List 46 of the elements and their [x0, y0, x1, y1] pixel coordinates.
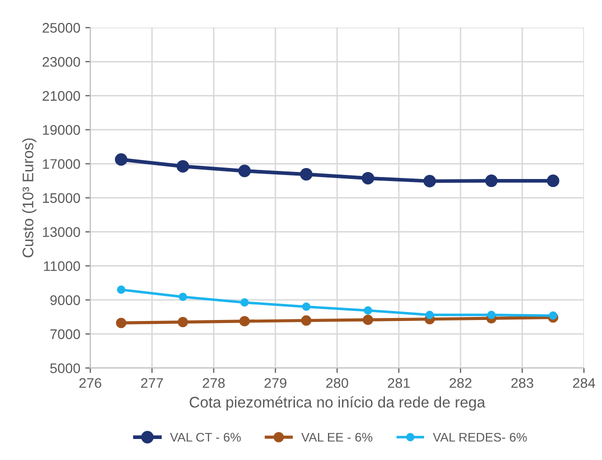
- x-tick-label: 283: [511, 378, 534, 388]
- legend-label: VAL REDES- 6%: [432, 432, 527, 442]
- point: [178, 316, 188, 328]
- x-axis-title: Cota piezométrica no início da rede de rega: [190, 396, 486, 411]
- point: [116, 318, 126, 328]
- point: [487, 310, 496, 320]
- x-tick-label: 281: [388, 378, 410, 388]
- x-tick-label: 284: [573, 378, 596, 388]
- y-tick-label: 7000: [50, 329, 80, 340]
- y-axis-title: Custo (10³ Euros): [22, 138, 36, 258]
- y-tick-label: 13000: [43, 227, 80, 238]
- point: [362, 314, 374, 326]
- x-tick-label: 282: [450, 378, 472, 388]
- point: [362, 172, 374, 184]
- point: [238, 164, 251, 178]
- point: [176, 160, 190, 173]
- point: [546, 174, 560, 188]
- y-tick-label: 25000: [42, 22, 80, 33]
- x-tick-label: 277: [141, 378, 163, 388]
- y-tick-label: 21000: [42, 91, 80, 101]
- y-tick-label: 15000: [43, 193, 80, 203]
- point: [302, 302, 310, 311]
- point: [426, 310, 434, 320]
- point: [116, 286, 126, 294]
- point: [239, 316, 250, 326]
- x-tick-label: 280: [326, 378, 348, 388]
- legend-label: VAL EE - 6%: [301, 432, 372, 442]
- point: [300, 168, 313, 181]
- y-tick-label: 5000: [50, 363, 80, 374]
- y-tick-label: 11000: [44, 261, 80, 272]
- y-tick-label: 17000: [43, 159, 80, 169]
- point: [240, 298, 249, 307]
- point: [423, 174, 436, 188]
- point: [114, 153, 128, 166]
- point: [548, 311, 558, 320]
- y-tick-label: 23000: [42, 56, 80, 67]
- y-tick-label: 9000: [50, 295, 80, 306]
- legend-label: VAL CT - 6%: [170, 432, 241, 442]
- y-tick-label: 19000: [43, 125, 80, 135]
- x-tick-label: 278: [202, 378, 225, 388]
- point: [178, 292, 188, 302]
- x-tick-label: 276: [79, 378, 102, 388]
- point: [485, 174, 498, 188]
- x-tick-label: 279: [264, 378, 286, 388]
- point: [301, 315, 312, 326]
- point: [364, 306, 372, 315]
